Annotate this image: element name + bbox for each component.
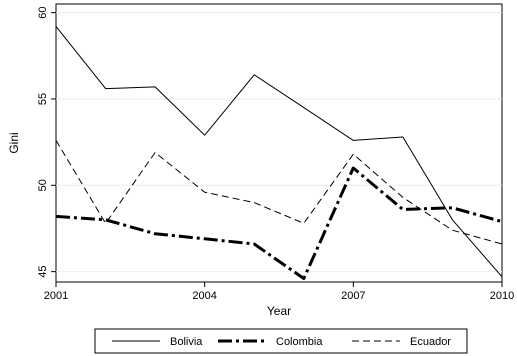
y-tick-label: 50 (37, 179, 49, 191)
x-tick-label: 2001 (44, 290, 68, 302)
y-axis-title: Gini (7, 132, 21, 153)
legend-label-bolivia: Bolivia (170, 336, 203, 348)
plot-area (55, 3, 503, 283)
series-line-colombia (55, 166, 503, 280)
x-tick-label: 2007 (341, 290, 365, 302)
y-tick-label: 60 (37, 7, 49, 19)
axes: 45 50 55 60 2001 2004 2007 2010 (37, 7, 514, 302)
x-tick-label: 2004 (192, 290, 216, 302)
y-tick-label: 55 (37, 93, 49, 105)
gridlines (56, 12, 502, 273)
y-tick-label: 45 (37, 266, 49, 278)
x-tick-label: 2010 (490, 290, 514, 302)
legend: Bolivia Colombia Ecuador (94, 328, 468, 354)
series-lines (55, 26, 503, 280)
series-line-ecuador (55, 140, 503, 245)
legend-label-ecuador: Ecuador (410, 336, 451, 348)
legend-label-colombia: Colombia (276, 336, 323, 348)
x-axis-title: Year (267, 304, 291, 318)
series-line-bolivia (55, 26, 503, 278)
